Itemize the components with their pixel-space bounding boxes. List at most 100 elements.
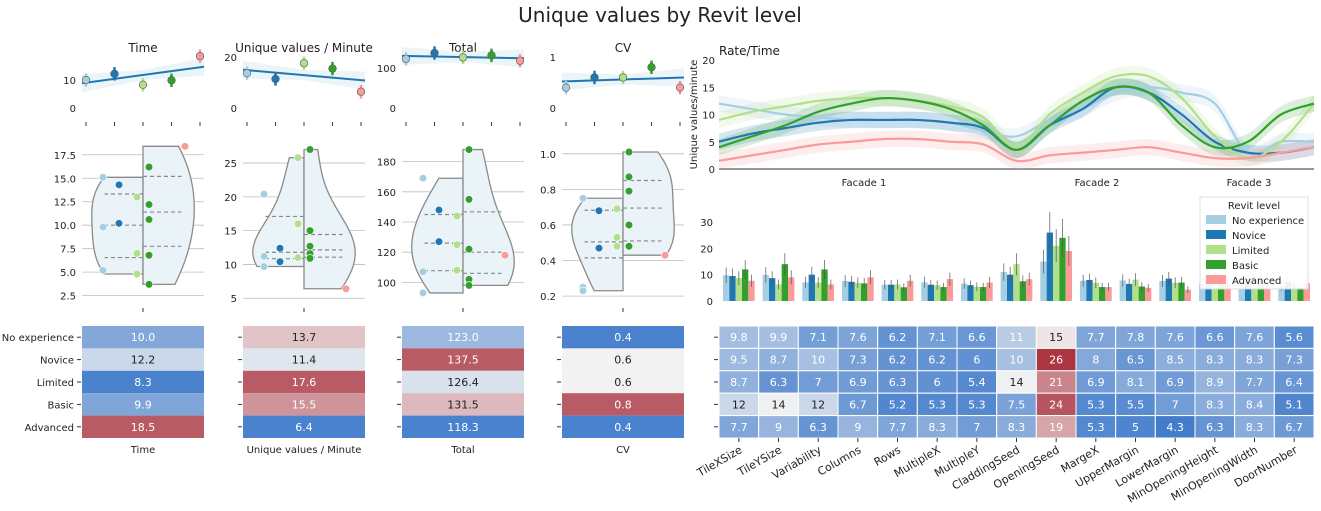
y-tick-label: 0 — [231, 104, 237, 115]
heatmap-cell — [562, 348, 684, 371]
bar — [946, 279, 954, 301]
bar — [742, 269, 749, 301]
heatmap-value: 7 — [815, 376, 822, 389]
heatmap-value: 14 — [772, 398, 786, 411]
heatmap-value: 123.0 — [447, 331, 479, 344]
data-point — [452, 211, 462, 221]
heatmap-cell — [82, 415, 204, 438]
heatmap-value: 7.6 — [849, 331, 867, 344]
data-point — [578, 194, 588, 203]
bar — [1092, 282, 1100, 301]
heatmap-value: 7.1 — [928, 331, 946, 344]
y-tick-label: 100 — [377, 64, 396, 75]
legend-swatch — [1206, 230, 1226, 239]
violin-half — [252, 156, 305, 268]
data-point — [452, 266, 462, 275]
bar — [907, 280, 914, 301]
y-tick-label: 0.4 — [540, 257, 556, 268]
y-tick-label: 10 — [702, 111, 715, 122]
y-tick-label: 5 — [231, 294, 237, 305]
heatmap-value: 6.7 — [849, 398, 867, 411]
y-tick-label: 2.5 — [60, 292, 76, 303]
legend-box — [1199, 196, 1309, 290]
heatmap-cell — [82, 370, 204, 394]
bar — [940, 287, 947, 301]
y-tick-label: 12.5 — [54, 198, 76, 209]
panel-title: CV — [615, 41, 632, 55]
bar — [921, 282, 928, 301]
data-point — [624, 242, 634, 251]
heatmap-value: 6.9 — [1166, 376, 1184, 389]
bar — [1198, 283, 1206, 301]
column-label: TileXSize — [694, 443, 744, 480]
data-point — [293, 253, 303, 262]
legend-swatch — [1206, 275, 1226, 284]
bar — [861, 283, 868, 301]
mean-point — [356, 87, 366, 96]
heatmap-value: 0.8 — [614, 398, 632, 411]
heatmap-value: 6.6 — [1206, 331, 1224, 344]
y-tick-label: 100 — [377, 278, 396, 289]
row-label: Limited — [37, 378, 74, 389]
bar — [881, 284, 888, 301]
y-tick-label: 1 — [550, 53, 556, 64]
heatmap-value: 7.7 — [889, 421, 907, 434]
data-point — [594, 243, 604, 253]
data-point — [434, 237, 444, 246]
series-line — [718, 85, 1315, 152]
data-point — [114, 180, 124, 189]
y-tick-label: 0.2 — [540, 292, 556, 303]
data-point — [594, 206, 604, 215]
section-label: Facade 1 — [842, 178, 887, 189]
mean-point — [561, 83, 571, 92]
bar — [748, 280, 755, 301]
bar — [781, 264, 789, 301]
y-tick-label: 0 — [70, 104, 76, 115]
bar — [1006, 274, 1014, 301]
row-label: Basic — [48, 400, 74, 411]
legend-label: Basic — [1232, 261, 1258, 272]
bar — [1125, 283, 1133, 301]
heatmap-cell — [82, 348, 204, 371]
mean-point — [242, 69, 252, 78]
data-point — [259, 262, 269, 271]
heatmap-value: 5.2 — [889, 398, 907, 411]
heatmap-value: 8.4 — [1246, 398, 1264, 411]
data-point — [98, 173, 108, 182]
bar — [1238, 281, 1245, 301]
heatmap-value: 6.5 — [1127, 354, 1145, 367]
mean-point — [618, 73, 628, 82]
data-point — [275, 244, 285, 253]
y-tick-label: 10 — [224, 260, 237, 271]
data-point — [144, 251, 154, 260]
bar — [1132, 279, 1139, 301]
data-point — [434, 205, 444, 215]
y-axis-label: Unique values/minute — [689, 60, 700, 170]
bar — [841, 281, 849, 301]
figure-title: Unique values by Revit level — [518, 3, 802, 27]
heatmap-cell — [402, 415, 524, 438]
bar — [1218, 279, 1225, 301]
heatmap-value: 5.3 — [1087, 398, 1105, 411]
data-point — [114, 219, 124, 228]
y-tick-label: 20 — [224, 193, 237, 204]
data-point — [464, 245, 474, 254]
heatmap-value: 5.3 — [1087, 421, 1105, 434]
bar — [729, 276, 736, 301]
legend-swatch — [1206, 215, 1226, 224]
data-point — [624, 147, 634, 157]
bar — [1244, 279, 1252, 301]
y-tick-label: 20 — [700, 244, 713, 255]
violin-half — [462, 148, 515, 287]
heatmap-value: 17.6 — [292, 376, 317, 389]
heatmap-value: 0.4 — [614, 331, 632, 344]
heatmap-value: 15.5 — [292, 398, 317, 411]
data-point — [464, 281, 474, 290]
heatmap-cell — [562, 370, 684, 394]
bar — [1013, 264, 1020, 301]
y-tick-label: 20 — [224, 53, 237, 64]
bar — [1138, 286, 1146, 301]
bar — [960, 283, 968, 301]
data-point — [341, 284, 351, 293]
